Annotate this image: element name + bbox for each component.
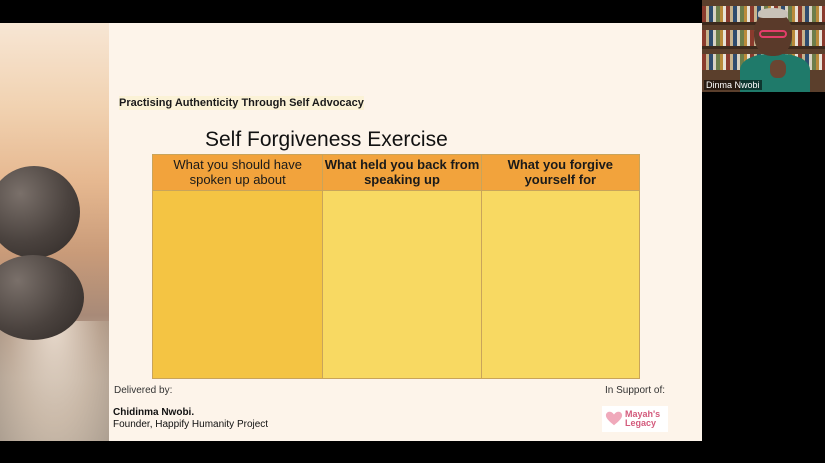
participant-name-label: Dinma Nwobi <box>704 80 762 90</box>
table-cell-held-back <box>322 190 482 379</box>
presentation-slide: Practising Authenticity Through Self Adv… <box>0 23 702 441</box>
bottom-stone <box>0 255 84 340</box>
heart-icon <box>605 411 623 426</box>
participant-glasses <box>759 30 787 38</box>
column-header-held-back: What held you back from speaking up <box>322 154 482 191</box>
column-header-forgive: What you forgive yourself for <box>480 154 641 191</box>
logo-text-line2: Legacy <box>625 418 657 428</box>
participant-hair <box>758 8 788 18</box>
delivered-by-label: Delivered by: <box>114 385 173 396</box>
table-header-row: What you should have spoken up about Wha… <box>151 154 641 191</box>
presenter-name: Chidinma Nwobi. <box>113 407 195 418</box>
column-header-spoken-up: What you should have spoken up about <box>151 154 324 191</box>
exercise-table: What you should have spoken up about Wha… <box>151 154 641 379</box>
sand-ground <box>0 321 109 441</box>
top-stone <box>0 166 80 258</box>
table-cell-forgive <box>480 190 641 379</box>
slide-subtitle: Practising Authenticity Through Self Adv… <box>119 96 364 110</box>
mayahs-legacy-logo: Mayah's Legacy <box>602 406 668 432</box>
presenter-info: Chidinma Nwobi. Founder, Happify Humanit… <box>113 407 268 431</box>
table-row <box>151 190 641 379</box>
presenter-role: Founder, Happify Humanity Project <box>113 419 269 430</box>
in-support-of-label: In Support of: <box>605 385 666 396</box>
logo-text-line1: Mayah's <box>625 409 661 419</box>
slide-title: Self Forgiveness Exercise <box>205 128 448 151</box>
participant-hand <box>770 60 786 78</box>
participant-video-tile[interactable]: Dinma Nwobi <box>702 0 825 92</box>
stones-photo <box>0 23 109 441</box>
logo-text: Mayah's Legacy <box>625 410 660 428</box>
table-cell-spoken-up <box>151 190 324 379</box>
